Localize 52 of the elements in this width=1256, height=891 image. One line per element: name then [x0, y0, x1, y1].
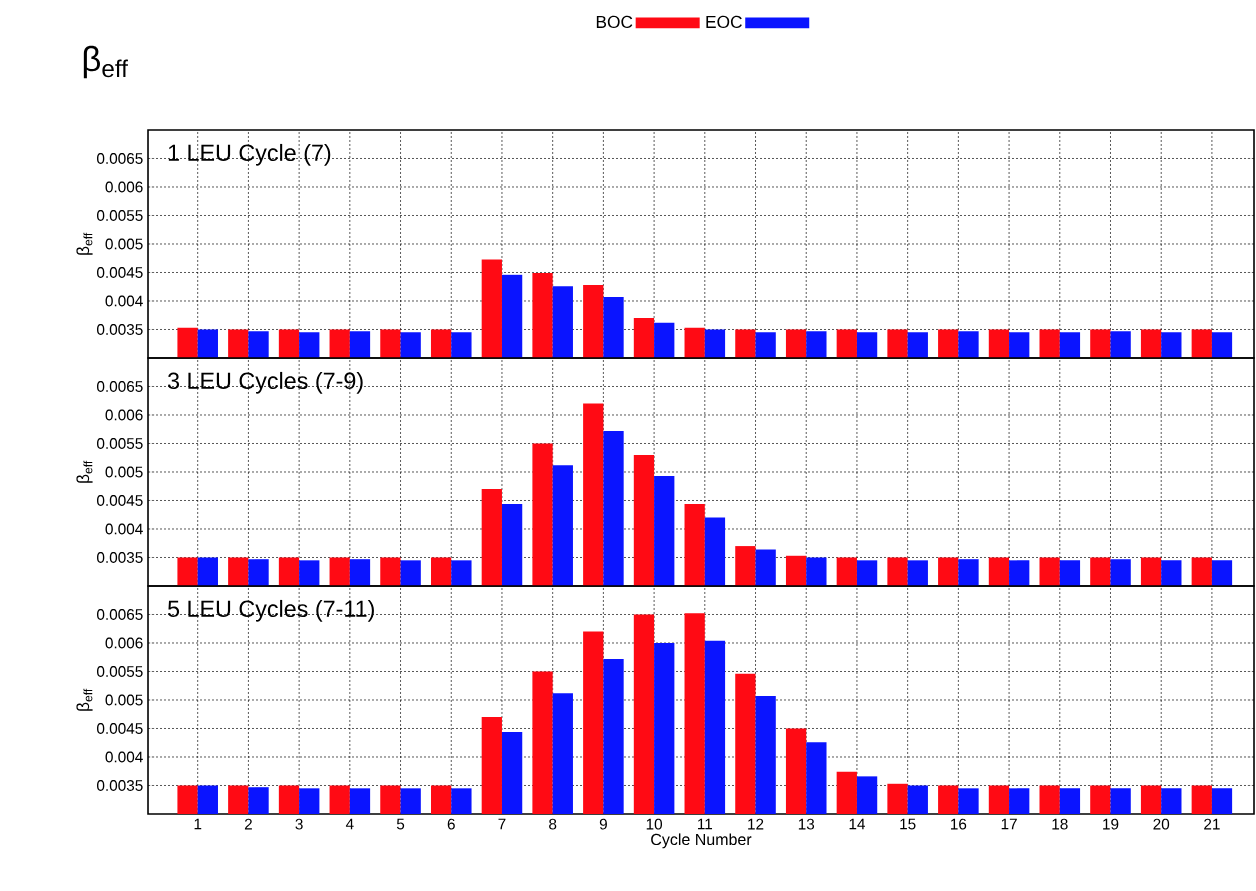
y-tick-label: 0.0065 [97, 153, 143, 164]
x-tick-label: 11 [698, 818, 713, 830]
y-tick-label: 0.0045 [97, 267, 143, 278]
x-tick-label: 13 [798, 818, 815, 830]
y-tick-label: 0.0065 [97, 381, 143, 392]
x-tick-label: 5 [396, 818, 405, 830]
x-tick-label: 15 [900, 818, 916, 830]
y-tick-label: 0.0035 [97, 324, 143, 335]
x-tick-label: 18 [1052, 818, 1068, 830]
x-tick-label: 17 [1001, 818, 1017, 830]
y-tick-label: 0.006 [105, 409, 143, 421]
x-tick-label: 7 [498, 818, 506, 830]
x-tick-label: 6 [447, 818, 455, 830]
x-tick-label: 8 [549, 818, 557, 830]
y-tick-label: 0.0045 [97, 723, 143, 734]
x-axis-title: Cycle Number [651, 833, 752, 849]
y-tick-label: 0.0055 [97, 210, 143, 221]
y-tick-label: 0.0055 [97, 438, 143, 449]
y-tick-label: 0.0035 [97, 552, 143, 563]
y-tick-label: 0.005 [105, 466, 143, 478]
x-tick-label: 12 [748, 818, 764, 830]
y-tick-label: 0.0055 [97, 666, 143, 677]
x-tick-label: 14 [849, 818, 866, 830]
x-tick-label: 9 [599, 818, 607, 830]
x-tick-label: 21 [1204, 818, 1220, 830]
x-tick-label: 10 [646, 818, 663, 830]
y-tick-label: 0.005 [105, 238, 143, 250]
x-tick-label: 4 [345, 818, 354, 830]
text: β$_{eff}$ [83, 45, 128, 79]
legend-label: EOC [706, 15, 742, 29]
x-tick-label: 19 [1103, 818, 1119, 830]
y-axis-title: β$_{eff}$ [76, 688, 93, 711]
legend-label: BOC [596, 15, 633, 29]
text: 3 LEU Cycles (7-9) [167, 371, 363, 394]
text: 5 LEU Cycles (7-11) [168, 599, 374, 622]
y-tick-label: 0.004 [105, 295, 143, 307]
x-tick-label: 16 [951, 818, 967, 830]
y-tick-label: 0.004 [105, 751, 143, 763]
y-tick-label: 0.0035 [97, 780, 143, 791]
y-tick-label: 0.005 [105, 694, 143, 706]
y-axis-title: β$_{eff}$ [76, 460, 93, 483]
y-tick-label: 0.0045 [97, 495, 143, 506]
y-tick-label: 0.0065 [97, 609, 143, 620]
x-tick-label: 2 [244, 818, 252, 830]
x-tick-label: 1 [194, 818, 202, 830]
text: 1 LEU Cycle (7) [168, 143, 331, 166]
x-tick-label: 3 [295, 818, 303, 830]
y-tick-label: 0.004 [105, 523, 143, 535]
y-axis-title: β$_{eff}$ [76, 232, 93, 255]
y-tick-label: 0.006 [105, 181, 143, 193]
y-tick-label: 0.006 [105, 637, 143, 649]
x-tick-label: 20 [1153, 818, 1170, 830]
